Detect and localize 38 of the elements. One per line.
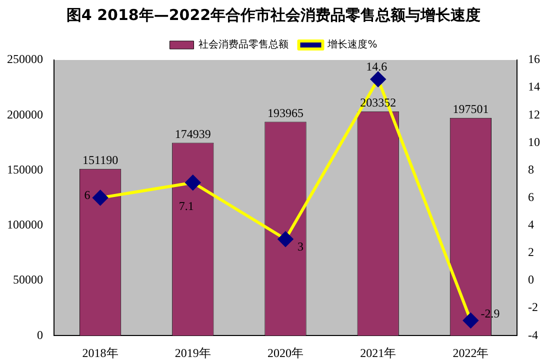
y-tick-label: 50000 [13,272,43,287]
y-tick-label: 100000 [7,218,43,232]
point [463,312,478,328]
y-tick-label: 0 [37,328,43,342]
data-label: 151190 [82,153,118,168]
legend-label: 增长速度% [326,38,378,51]
x-tick-label: 2022年 [452,346,489,360]
data-label: 7.1 [178,198,194,213]
y2-tick-label: 10 [528,134,540,149]
data-label: 197501 [452,102,489,116]
point [278,232,293,247]
data-label: 3 [298,239,304,254]
y2-tick-label: 12 [528,107,540,122]
x-tick-label: 2020年 [268,346,304,360]
data-label: 14.6 [366,59,388,74]
y2-tick-label: 14 [528,80,540,94]
y2-tick-label: 4 [528,218,534,232]
y2-tick-label: 16 [528,52,540,66]
y2-tick-label: 2 [528,245,534,260]
data-label: 174939 [174,126,211,141]
chart-title: 图4 2018年—2022年合作市社会消费品零售总额与增长速度 [65,5,482,26]
x-tick-label: 2021年 [360,346,396,360]
point [185,175,200,190]
x-tick-label: 2018年 [82,346,118,360]
y2-tick-label: 8 [528,162,534,176]
legend-label: 社会消费品零售总额 [198,38,289,51]
data-label: 193965 [268,106,304,120]
point [92,190,108,206]
x-tick-label: 2019年 [174,346,211,360]
y2-tick-label: -2 [528,300,538,314]
y2-tick-label: 0 [528,272,534,287]
y-tick-label: 250000 [7,52,43,66]
y2-tick-label: 6 [528,190,534,204]
point [370,72,386,87]
y-tick-label: 200000 [7,107,43,122]
y-tick-label: 150000 [7,162,43,176]
y2-tick-label: -4 [528,328,538,342]
data-label: 6 [84,188,90,202]
